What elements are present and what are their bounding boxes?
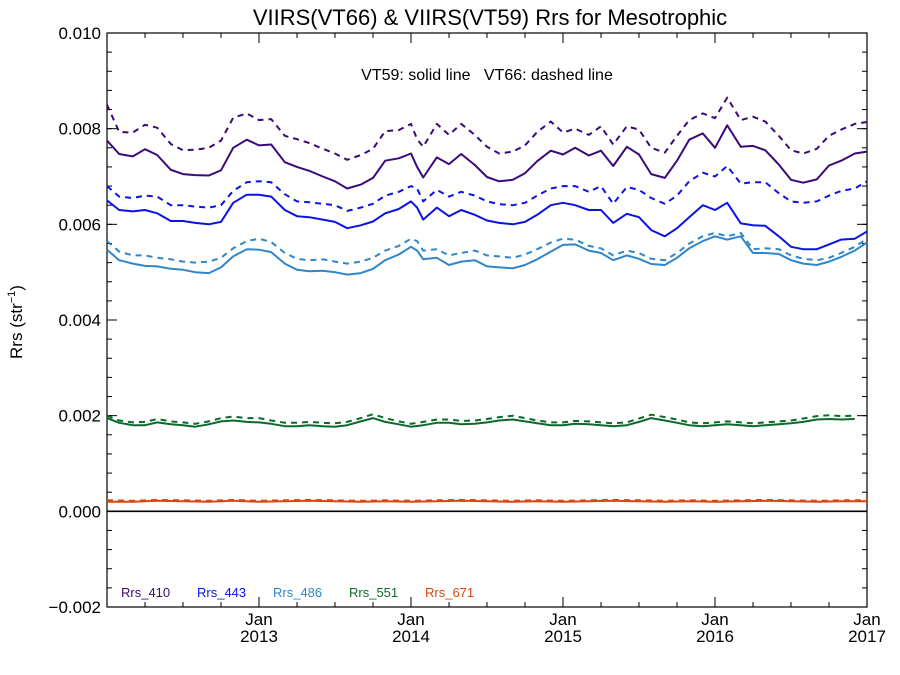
legend-item-rrs-671: Rrs_671: [425, 585, 474, 600]
y-axis-label-main: Rrs (str: [7, 303, 26, 359]
series-line-rrs-486-vt59: [106, 235, 868, 276]
x-tick-month: Jan: [701, 610, 728, 629]
y-axis-label-superscript: −1: [6, 291, 18, 304]
x-tick-year: 2016: [696, 627, 734, 646]
y-axis-label: Rrs (str−1): [6, 285, 26, 359]
series-line-rrs-410-vt66: [106, 96, 868, 161]
series-line-rrs-671-vt66: [106, 498, 867, 502]
x-tick-year: 2013: [240, 627, 278, 646]
x-tick-month: Jan: [397, 610, 424, 629]
legend-item-rrs-443: Rrs_443: [197, 585, 246, 600]
x-tick-month: Jan: [853, 610, 880, 629]
y-tick-label: −0.002: [49, 598, 101, 617]
line-style-annotation: VT59: solid line VT66: dashed line: [361, 67, 613, 84]
series-line-rrs-551-vt59: [106, 417, 855, 428]
plot-frame: [106, 32, 868, 608]
legend-item-rrs-551: Rrs_551: [349, 585, 398, 600]
y-tick-label: 0.010: [58, 24, 101, 43]
x-tick-year: 2017: [848, 627, 886, 646]
chart-title: VIIRS(VT66) & VIIRS(VT59) Rrs for Mesotr…: [253, 5, 727, 30]
series-line-rrs-443-vt59: [106, 193, 868, 251]
y-tick-label: 0.002: [58, 407, 101, 426]
legend: Rrs_410 Rrs_443 Rrs_486 Rrs_551 Rrs_671: [121, 585, 474, 600]
x-tick-month: Jan: [549, 610, 576, 629]
series-line-rrs-443-vt66: [106, 165, 868, 212]
series-line-rrs-486-vt66: [106, 231, 868, 265]
x-tick-year: 2015: [544, 627, 582, 646]
x-tick-year: 2014: [392, 627, 430, 646]
plot-area: −0.0020.0000.0020.0040.0060.0080.010Jan2…: [49, 24, 886, 646]
y-tick-label: 0.004: [58, 311, 101, 330]
y-tick-label: 0.006: [58, 215, 101, 234]
y-tick-label: 0.008: [58, 120, 101, 139]
legend-item-rrs-486: Rrs_486: [273, 585, 322, 600]
series-line-rrs-410-vt59: [106, 124, 868, 190]
series-line-rrs-551-vt66: [106, 413, 855, 425]
y-tick-label: 0.000: [58, 502, 101, 521]
legend-item-rrs-410: Rrs_410: [121, 585, 170, 600]
y-axis-label-close: ): [7, 285, 26, 291]
x-tick-month: Jan: [245, 610, 272, 629]
